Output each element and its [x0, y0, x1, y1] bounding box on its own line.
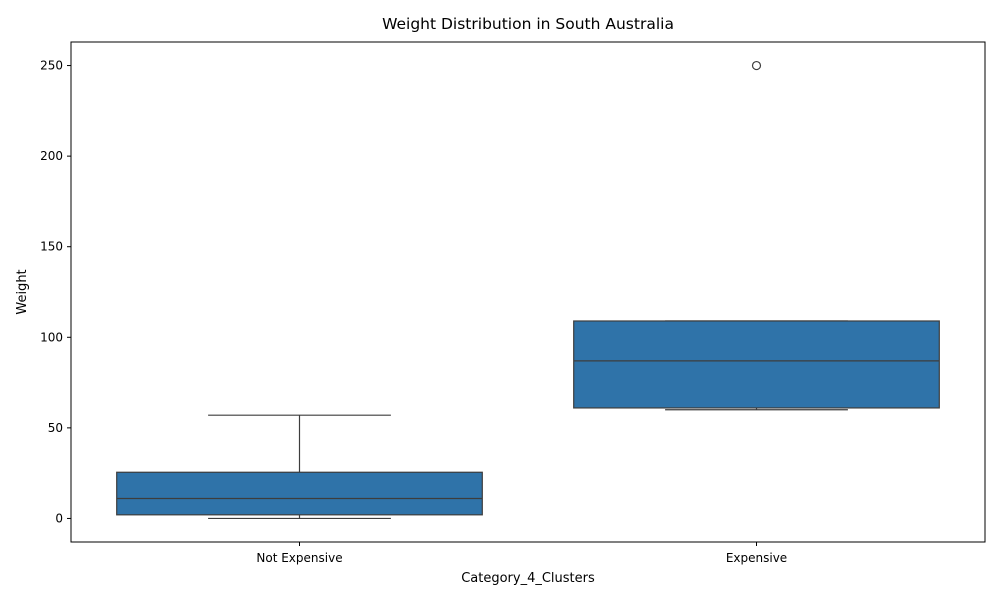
plot-area: 0 50 100 150 200 250 Not Expensive Expensive	[40, 59, 940, 565]
y-tick-label: 50	[48, 421, 63, 435]
box-iqr	[116, 471, 483, 516]
y-tick-label: 150	[40, 240, 63, 254]
y-tick-label: 250	[40, 59, 63, 73]
y-tick-label: 200	[40, 149, 63, 163]
y-tick-label: 100	[40, 330, 63, 344]
x-tick-label: Expensive	[726, 551, 787, 565]
plot-frame	[70, 41, 986, 543]
y-axis-label: Weight	[15, 269, 30, 314]
x-axis-label: Category_4_Clusters	[461, 571, 595, 586]
chart-title: Weight Distribution in South Australia	[382, 15, 674, 33]
box-iqr	[573, 320, 940, 409]
y-tick-label: 0	[55, 511, 63, 525]
outlier-point	[751, 60, 762, 71]
x-tick-label: Not Expensive	[256, 551, 342, 565]
